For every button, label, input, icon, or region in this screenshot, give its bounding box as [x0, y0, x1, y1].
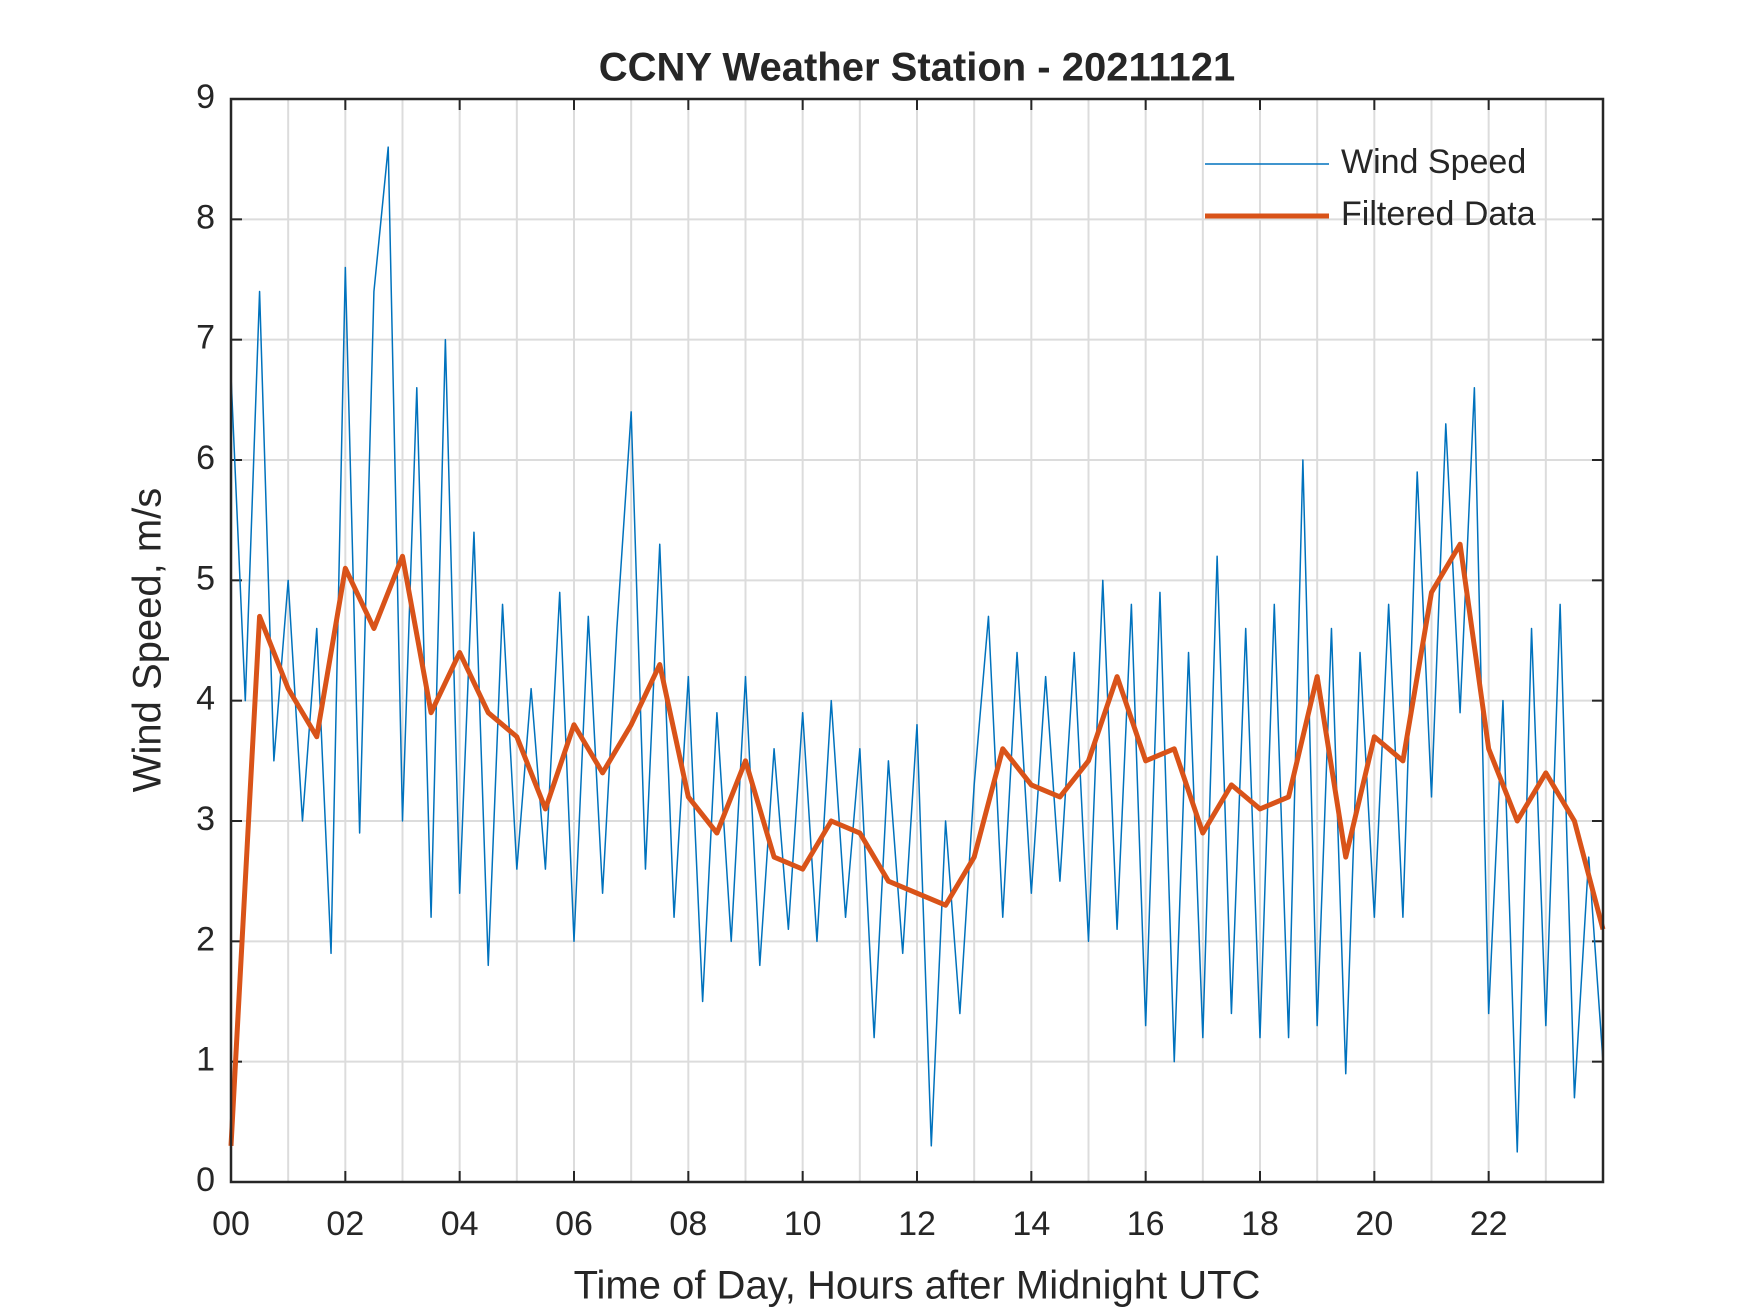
y-tick-label: 1	[196, 1041, 215, 1079]
x-tick-label: 22	[1470, 1205, 1508, 1243]
x-tick-label: 12	[898, 1205, 936, 1243]
x-tick-label: 14	[1012, 1205, 1050, 1243]
x-tick-label: 06	[555, 1205, 593, 1243]
y-tick-label: 4	[196, 680, 215, 718]
y-tick-label: 8	[196, 198, 215, 236]
chart-title: CCNY Weather Station - 20211121	[599, 46, 1236, 90]
x-axis-label: Time of Day, Hours after Midnight UTC	[574, 1264, 1261, 1308]
data-line	[230, 146, 1604, 1153]
x-tick-label: 04	[441, 1205, 479, 1243]
x-tick-label: 00	[212, 1205, 250, 1243]
y-tick-label: 5	[196, 559, 215, 597]
y-tick-label: 7	[196, 319, 215, 357]
x-tick-label: 16	[1127, 1205, 1165, 1243]
x-tick-label: 20	[1355, 1205, 1393, 1243]
y-tick-label: 2	[196, 920, 215, 958]
x-tick-label: 18	[1241, 1205, 1279, 1243]
y-tick-label: 9	[196, 78, 215, 116]
data-line	[228, 541, 1606, 1147]
x-tick-label: 08	[669, 1205, 707, 1243]
plot-frame	[229, 97, 1605, 1184]
y-tick-label: 3	[196, 800, 215, 838]
y-axis-label: Wind Speed, m/s	[126, 488, 170, 793]
x-tick-label: 10	[784, 1205, 822, 1243]
y-tick-label: 0	[196, 1161, 215, 1199]
y-tick-label: 6	[196, 439, 215, 477]
legend-label: Filtered Data	[1341, 195, 1536, 233]
x-tick-label: 02	[326, 1205, 364, 1243]
legend-label: Wind Speed	[1341, 143, 1526, 181]
